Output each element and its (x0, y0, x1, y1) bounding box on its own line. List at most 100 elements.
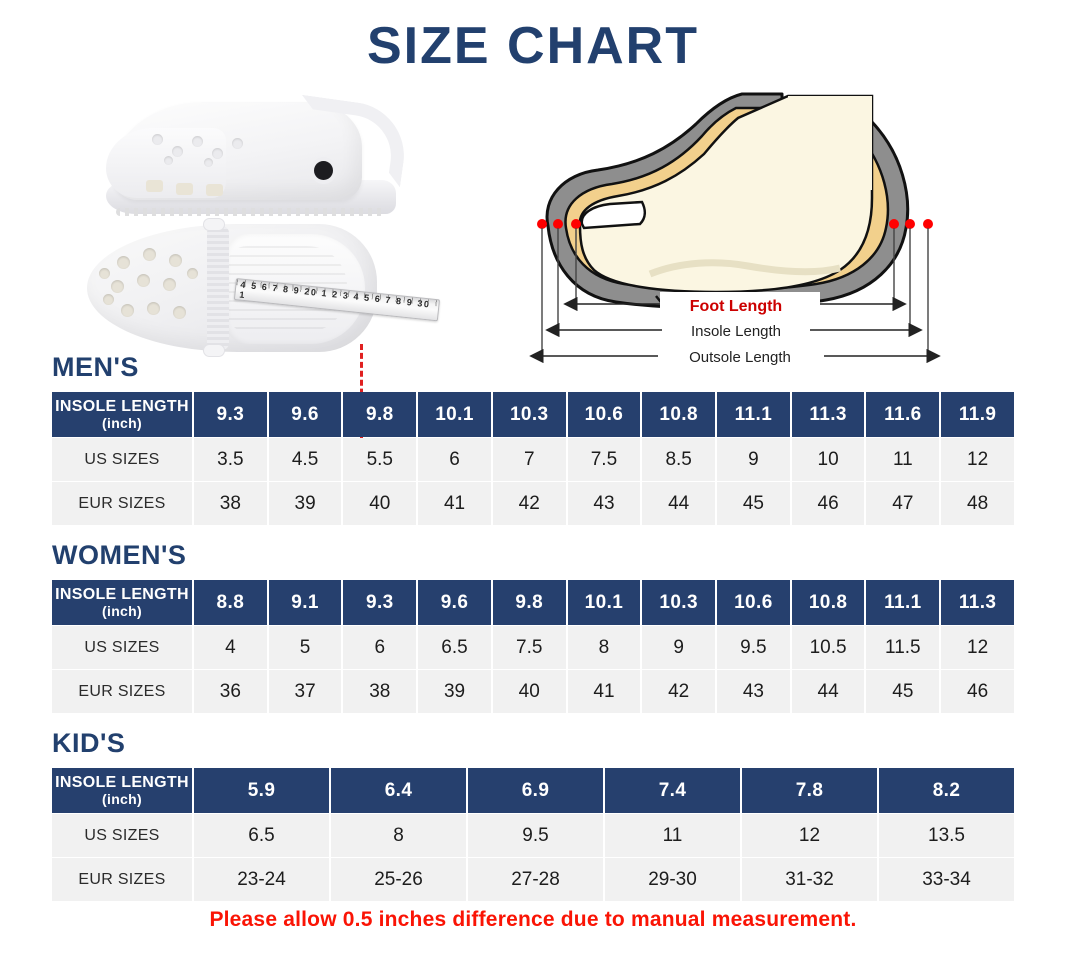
header-cell: 8.2 (879, 768, 1014, 813)
cell-eur: 39 (418, 670, 491, 713)
cell-us: 11 (605, 814, 740, 857)
cell-us: 10.5 (791, 626, 865, 669)
outsole-length-label: Outsole Length (689, 349, 791, 366)
mens-size-table: INSOLE LENGTH (inch) 9.3 9.6 9.8 10.1 10… (50, 391, 1016, 526)
cell-us: 7.5 (567, 438, 641, 481)
header-cell: 9.3 (194, 392, 267, 437)
kids-size-table: INSOLE LENGTH (inch) 5.9 6.4 6.9 7.4 7.8… (50, 767, 1016, 902)
cell-eur: 42 (642, 670, 716, 713)
cell-eur: 40 (492, 670, 566, 713)
cell-us: 5.5 (343, 438, 417, 481)
header-cell: 11.6 (866, 392, 940, 437)
foot-length-label: Foot Length (690, 298, 782, 315)
header-cell: 11.3 (791, 392, 865, 437)
cell-us: 6.5 (418, 626, 491, 669)
cell-eur: 45 (866, 670, 940, 713)
cell-eur: 44 (791, 670, 865, 713)
womens-size-block: WOMEN'S INSOLE LENGTH (inch) 8.8 9.1 9.3… (50, 540, 1016, 714)
cell-us: 6 (343, 626, 417, 669)
header-cell: 10.1 (567, 580, 641, 625)
cell-us: 9.5 (717, 626, 790, 669)
cell-us: 4.5 (268, 438, 342, 481)
clog-vent-hole (117, 256, 130, 269)
page-title: SIZE CHART (367, 17, 699, 75)
table-header-row: INSOLE LENGTH (inch) 5.9 6.4 6.9 7.4 7.8… (52, 768, 1014, 813)
cell-eur: 42 (492, 482, 566, 525)
clog-vent-hole (137, 274, 150, 287)
header-cell: 10.3 (642, 580, 716, 625)
cell-eur: 25-26 (331, 858, 466, 901)
cell-us: 10 (791, 438, 865, 481)
size-tables: MEN'S INSOLE LENGTH (inch) 9.3 9.6 9.8 1… (50, 352, 1016, 916)
clog-vent-hole (147, 302, 160, 315)
table-header-row: INSOLE LENGTH (inch) 8.8 9.1 9.3 9.6 9.8… (52, 580, 1014, 625)
cell-eur: 43 (567, 482, 641, 525)
clog-strap-pivot (203, 218, 225, 231)
header-cell: 6.9 (468, 768, 603, 813)
womens-size-table: INSOLE LENGTH (inch) 8.8 9.1 9.3 9.6 9.8… (50, 579, 1016, 714)
table-row: EUR SIZES 36 37 38 39 40 41 42 43 44 45 … (52, 670, 1014, 713)
row-header-insole-length: INSOLE LENGTH (inch) (52, 768, 192, 813)
insole-unit-text: (inch) (102, 790, 142, 807)
header-cell: 11.9 (941, 392, 1014, 437)
cell-eur: 31-32 (742, 858, 877, 901)
header-cell: 10.8 (791, 580, 865, 625)
insole-length-text: INSOLE LENGTH (55, 773, 189, 791)
clog-strap-pivot (203, 344, 225, 357)
clog-vent-hole (121, 304, 134, 317)
measure-dot-insole-right (905, 219, 915, 229)
clog-vent-hole (164, 156, 173, 165)
foot-measurement-diagram: Foot Length Insole Length Outsole Length (520, 78, 990, 368)
insole-length-label-bg (662, 319, 810, 341)
measurement-disclaimer: Please allow 0.5 inches difference due t… (209, 908, 857, 931)
row-label-us: US SIZES (52, 438, 192, 481)
header-cell: 9.6 (268, 392, 342, 437)
cell-eur: 46 (791, 482, 865, 525)
cell-us: 9 (642, 626, 716, 669)
header-cell: 10.1 (418, 392, 491, 437)
kids-heading: KID'S (52, 728, 126, 758)
header-cell: 8.8 (194, 580, 267, 625)
row-label-us: US SIZES (52, 814, 192, 857)
womens-heading: WOMEN'S (52, 540, 187, 570)
cell-eur: 37 (268, 670, 342, 713)
cell-eur: 38 (194, 482, 267, 525)
cell-us: 12 (941, 626, 1014, 669)
table-header-row: INSOLE LENGTH (inch) 9.3 9.6 9.8 10.1 10… (52, 392, 1014, 437)
cell-eur: 46 (941, 670, 1014, 713)
cell-us: 7.5 (492, 626, 566, 669)
cell-us: 13.5 (879, 814, 1014, 857)
kids-size-block: KID'S INSOLE LENGTH (inch) 5.9 6.4 6.9 7… (50, 728, 1016, 902)
cell-us: 8 (331, 814, 466, 857)
clog-vent-hole (204, 158, 213, 167)
cell-us: 6.5 (194, 814, 329, 857)
header-cell: 9.8 (343, 392, 417, 437)
cell-eur: 33-34 (879, 858, 1014, 901)
table-row: US SIZES 4 5 6 6.5 7.5 8 9 9.5 10.5 11.5… (52, 626, 1014, 669)
clog-vent-hole (111, 280, 124, 293)
foot-length-label-bg (660, 292, 820, 316)
clog-vent-hole (152, 134, 163, 145)
cell-eur: 43 (717, 670, 790, 713)
clog-strap-rivet (314, 161, 333, 180)
cell-eur: 48 (941, 482, 1014, 525)
cell-us: 7 (492, 438, 566, 481)
header-cell: 9.6 (418, 580, 491, 625)
cell-eur: 23-24 (194, 858, 329, 901)
header-cell: 9.1 (268, 580, 342, 625)
arch-shading (648, 259, 841, 278)
insole-length-text: INSOLE LENGTH (55, 585, 189, 603)
insole-unit-text: (inch) (102, 414, 142, 431)
measure-dot-foot-right (889, 219, 899, 229)
clog-side-view-image (100, 88, 430, 218)
header-cell: 10.8 (642, 392, 716, 437)
clog-vent-hole (232, 138, 243, 149)
cell-eur: 39 (268, 482, 342, 525)
row-label-us: US SIZES (52, 626, 192, 669)
header-cell: 6.4 (331, 768, 466, 813)
cell-us: 12 (941, 438, 1014, 481)
measure-dot-foot-left (571, 219, 581, 229)
clog-vent-hole (163, 278, 176, 291)
header-cell: 9.3 (343, 580, 417, 625)
